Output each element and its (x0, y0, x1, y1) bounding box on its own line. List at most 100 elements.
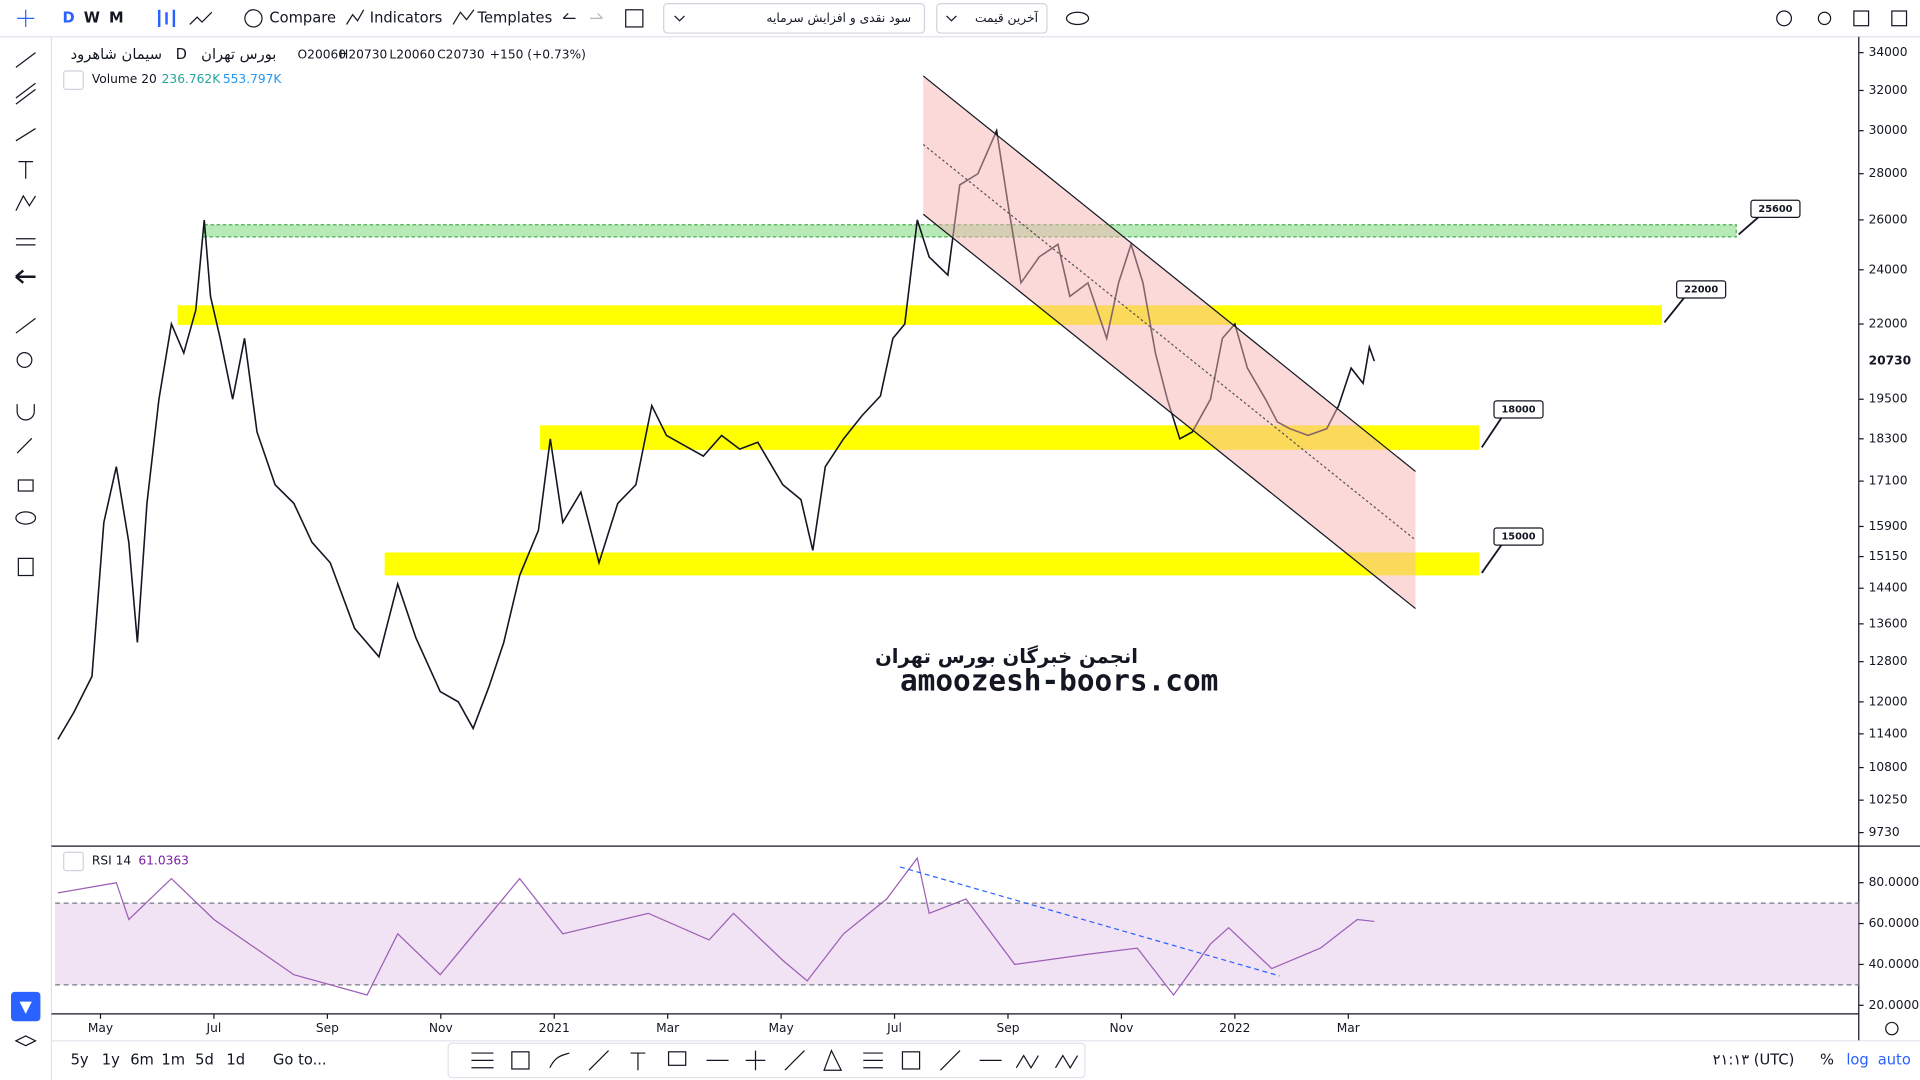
goto-button[interactable]: Go to... (273, 1051, 327, 1068)
interval-d[interactable]: D (62, 9, 74, 26)
y-tick-label: 26000 (1869, 212, 1908, 226)
price-zone (384, 552, 1480, 576)
log-toggle[interactable]: log (1846, 1051, 1868, 1068)
y-tick-label: 13600 (1869, 616, 1908, 630)
callout-label: 15000 (1501, 532, 1535, 543)
x-tick-label: Jul (886, 1021, 902, 1035)
range-button[interactable]: 5y (71, 1051, 89, 1068)
y-tick-label: 10800 (1869, 760, 1908, 774)
share-icon[interactable] (1817, 11, 1832, 26)
x-tick-label: Sep (316, 1021, 339, 1035)
y-tick-label: 15900 (1869, 519, 1908, 533)
y-tick-label: 32000 (1869, 83, 1908, 97)
adjust-dropdown[interactable] (663, 3, 926, 34)
drawing-tools[interactable] (15, 9, 37, 577)
callout-label: 22000 (1684, 284, 1718, 295)
rsi-band (55, 903, 1859, 985)
collapse-button[interactable] (63, 851, 84, 872)
x-tick-label: Jul (206, 1021, 222, 1035)
y-tick-label: 20.0000 (1869, 998, 1920, 1012)
x-tick-label: May (768, 1021, 793, 1035)
collapse-button[interactable] (63, 70, 84, 90)
compare-icon[interactable] (244, 9, 263, 28)
price-line (57, 127, 1376, 740)
rsi-label: RSI 14 (92, 853, 132, 867)
templates-button[interactable]: Templates (477, 9, 553, 26)
rsi-line (57, 856, 1375, 997)
price-dropdown[interactable] (936, 3, 1048, 34)
x-tick-label: Sep (996, 1021, 1019, 1035)
compare-button[interactable]: Compare (269, 9, 336, 26)
y-tick-label: 18300 (1869, 431, 1908, 445)
templates-icon[interactable] (452, 9, 475, 25)
y-tick-label: 10250 (1869, 793, 1908, 807)
dropdown-arrow (674, 15, 685, 22)
range-button[interactable]: 1d (226, 1051, 245, 1068)
interval-m[interactable]: M (109, 9, 124, 26)
y-tick-label: 22000 (1869, 317, 1908, 331)
change: +150 (+0.73%) (490, 48, 586, 62)
watermark-persian: انجمن خبرگان بورس تهران (875, 645, 1138, 668)
fullscreen-icon[interactable] (625, 9, 644, 28)
symbol-name: سیمان شاهرود (71, 46, 162, 63)
settings-icon[interactable] (1776, 10, 1793, 27)
range-button[interactable]: 1m (161, 1051, 185, 1068)
ohlc-low: L20060 (389, 48, 435, 62)
callout-box (1493, 527, 1544, 546)
layers-icon[interactable] (14, 1035, 37, 1047)
percent-toggle[interactable]: % (1820, 1051, 1834, 1068)
y-tick-label: 34000 (1869, 45, 1908, 59)
y-tick-label: 28000 (1869, 166, 1908, 180)
snapshot-icon[interactable] (1853, 10, 1870, 27)
x-tick-label: 2021 (539, 1021, 570, 1035)
callout-box (1750, 199, 1801, 218)
range-button[interactable]: 1y (102, 1051, 120, 1068)
channel-mid (922, 144, 1416, 541)
volume-ma: 553.797K (223, 72, 283, 86)
price-dropdown-label: آخرین قیمت (975, 10, 1039, 26)
redo-icon[interactable] (590, 13, 603, 19)
y-tick-label: 15150 (1869, 549, 1908, 563)
watermark-url: amoozesh-boors.com (900, 664, 1218, 698)
y-tick-label: 19500 (1869, 392, 1908, 406)
range-button[interactable]: 5d (195, 1051, 214, 1068)
star-icon (19, 1001, 32, 1014)
y-tick-label: 80.0000 (1869, 875, 1920, 889)
last-price-marker (1860, 351, 1919, 371)
y-tick-label: 12000 (1869, 694, 1908, 708)
axis-settings[interactable] (1885, 1021, 1899, 1036)
y-tick-label: 60.0000 (1869, 916, 1920, 930)
auto-toggle[interactable]: auto (1878, 1051, 1911, 1068)
callout-box (1676, 280, 1727, 299)
y-tick-label: 14400 (1869, 581, 1908, 595)
y-tick-label: 9730 (1869, 825, 1900, 839)
channel-top (922, 75, 1416, 472)
chart-type-icon[interactable] (157, 9, 176, 27)
callout-pointer (1663, 297, 1685, 324)
symbol-interval: D (176, 46, 187, 63)
volume-label: Volume 20 (92, 72, 157, 86)
x-tick-label: 2022 (1219, 1021, 1250, 1035)
callout-pointer (1481, 417, 1503, 448)
drawing-toolbar-icons[interactable] (471, 1049, 1079, 1071)
ohlc-high: H20730 (339, 48, 387, 62)
hide-icon[interactable] (1065, 11, 1090, 26)
range-button[interactable]: 6m (130, 1051, 154, 1068)
callout-pointer (1481, 544, 1503, 574)
ohlc-close: C20730 (437, 48, 484, 62)
x-tick-label: Nov (1109, 1021, 1133, 1035)
x-tick-label: Mar (1337, 1021, 1361, 1035)
callout-pointer (1738, 216, 1759, 236)
dropdown-arrow (946, 15, 957, 22)
y-tick-label: 12800 (1869, 654, 1908, 668)
x-tick-label: Nov (429, 1021, 453, 1035)
indicators-button[interactable]: Indicators (370, 9, 443, 26)
line-icon[interactable] (189, 11, 213, 25)
interval-w[interactable]: W (84, 9, 100, 26)
indicators-icon[interactable] (346, 9, 365, 25)
x-tick-label: Mar (656, 1021, 680, 1035)
undo-icon[interactable] (562, 13, 576, 19)
adjust-dropdown-label: سود نقدی و افزایش سرمایه (766, 11, 911, 26)
layout-icon[interactable] (1891, 10, 1908, 27)
